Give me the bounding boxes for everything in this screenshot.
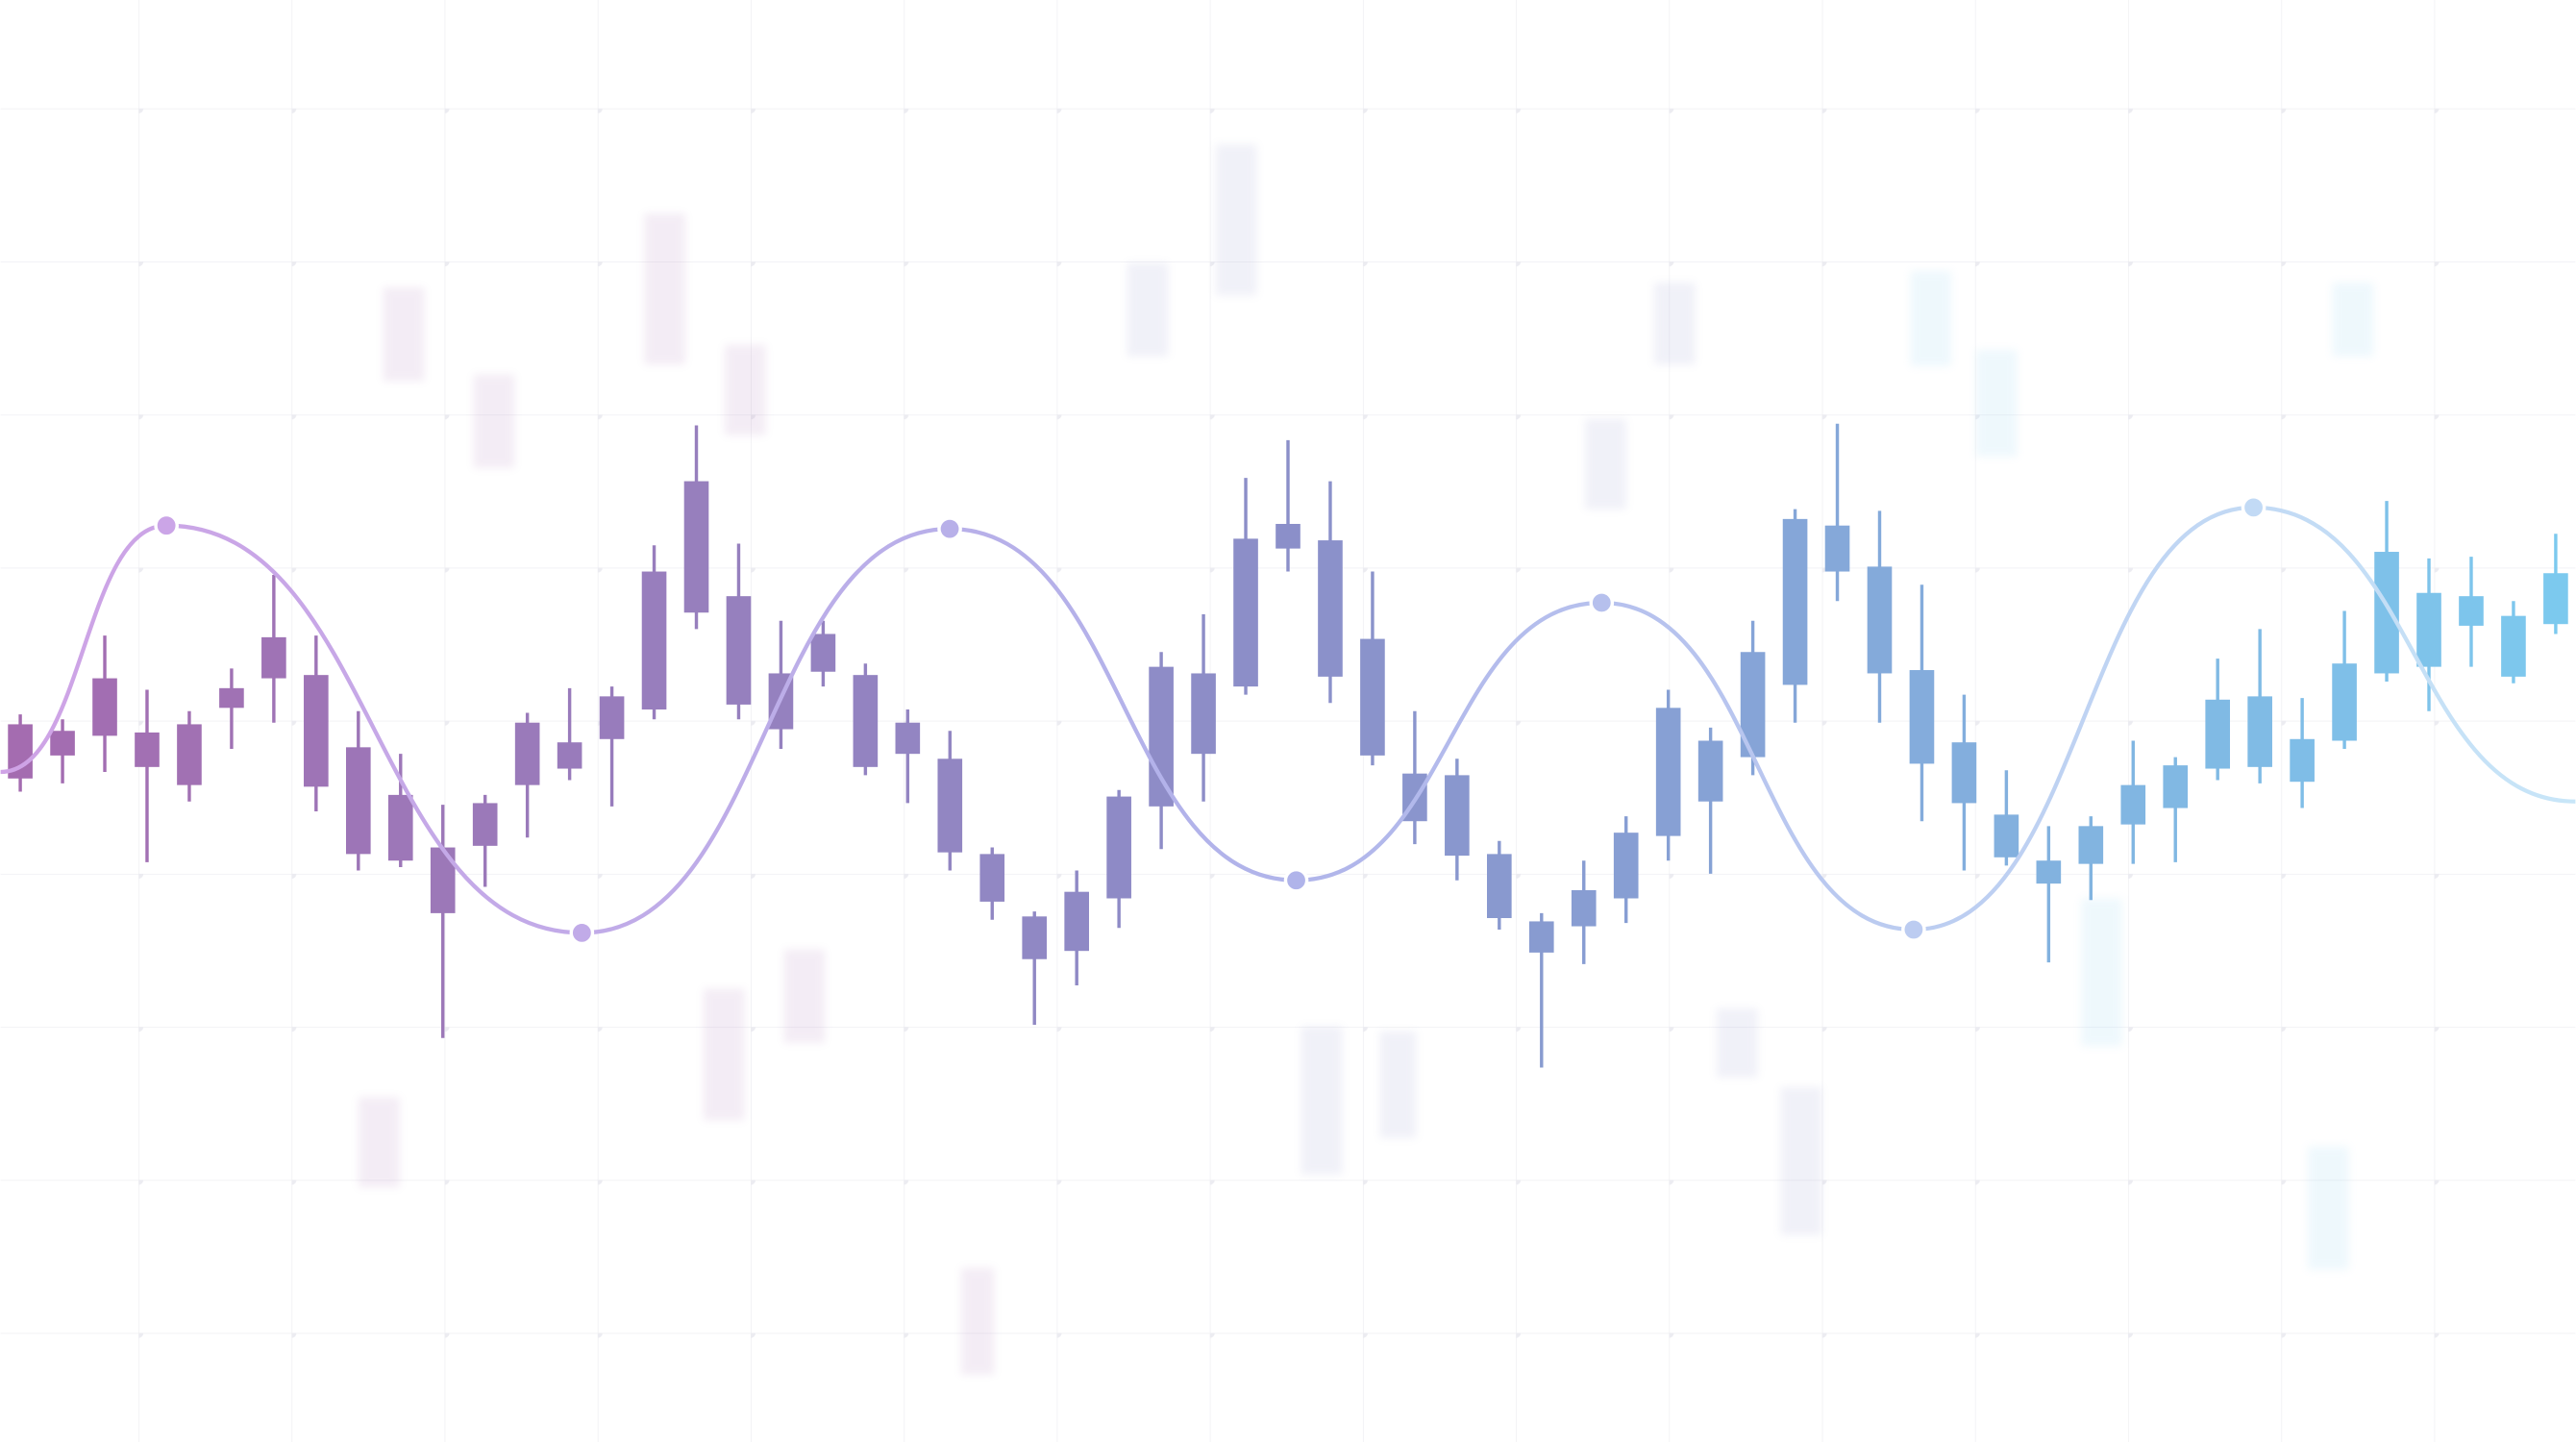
candle-body xyxy=(979,854,1005,902)
candle-body xyxy=(1994,814,2019,858)
candle-body xyxy=(2205,699,2231,769)
candle-body xyxy=(1022,916,1048,959)
candle-body xyxy=(1909,670,1935,764)
candle-body xyxy=(1149,666,1174,807)
candle-body xyxy=(304,675,329,787)
candle-body xyxy=(895,722,921,755)
candle-body xyxy=(1276,523,1300,549)
candle-body xyxy=(2078,826,2104,864)
candle-body xyxy=(1528,921,1554,953)
candle-body xyxy=(1106,796,1131,899)
candle-body xyxy=(1487,854,1512,919)
candle-body xyxy=(219,687,244,709)
candle-body xyxy=(2290,738,2315,783)
trend-point xyxy=(569,920,595,946)
background-decoration xyxy=(359,144,2374,1375)
candle-body xyxy=(1824,525,1850,572)
candle-body xyxy=(726,596,752,705)
trend-point xyxy=(1901,917,1926,942)
candle-body xyxy=(557,742,582,769)
candle-body xyxy=(1064,891,1089,952)
trend-point xyxy=(154,512,179,538)
candle-body xyxy=(599,696,625,739)
candles xyxy=(8,423,2568,1068)
candle-body xyxy=(1867,566,1893,674)
candle-body xyxy=(345,747,371,855)
candle-body xyxy=(2120,784,2146,825)
candle-body xyxy=(1233,538,1258,687)
candle-body xyxy=(683,481,709,613)
candle-body xyxy=(50,731,75,756)
candle-body xyxy=(2543,573,2568,625)
candle-body xyxy=(810,634,836,672)
candle-body xyxy=(1445,775,1470,857)
candle-body xyxy=(1655,708,1681,836)
candle-body xyxy=(1697,740,1723,802)
candle-body xyxy=(1951,742,1977,804)
candle-body xyxy=(1191,673,1216,755)
candle-body xyxy=(2416,592,2441,667)
candle-body xyxy=(853,675,879,767)
candle-body xyxy=(1571,889,1597,927)
trend-point xyxy=(1589,590,1615,615)
candle-body xyxy=(2459,596,2484,626)
candle-body xyxy=(937,758,963,853)
candle-body xyxy=(1613,833,1639,899)
candle-body xyxy=(2374,552,2399,674)
candle-body xyxy=(1318,540,1343,677)
candle-body xyxy=(261,636,286,679)
trend-point xyxy=(2241,495,2266,520)
candle-body xyxy=(2501,615,2526,677)
candle-body xyxy=(177,724,202,785)
trend-line-layer xyxy=(0,495,2576,946)
candle-body xyxy=(641,571,667,710)
candle-body xyxy=(387,794,413,861)
candle-body xyxy=(2332,663,2357,741)
candle-body xyxy=(135,732,160,767)
candle-body xyxy=(1360,638,1385,756)
candle-body xyxy=(472,803,498,846)
candle-body xyxy=(2163,765,2189,808)
candle-body xyxy=(514,722,540,785)
candle-body xyxy=(2247,696,2272,767)
trend-point xyxy=(937,516,962,541)
candle-body xyxy=(1782,518,1808,685)
candle-body xyxy=(2036,860,2062,884)
trend-point xyxy=(1283,867,1309,893)
candle-body xyxy=(92,678,117,736)
